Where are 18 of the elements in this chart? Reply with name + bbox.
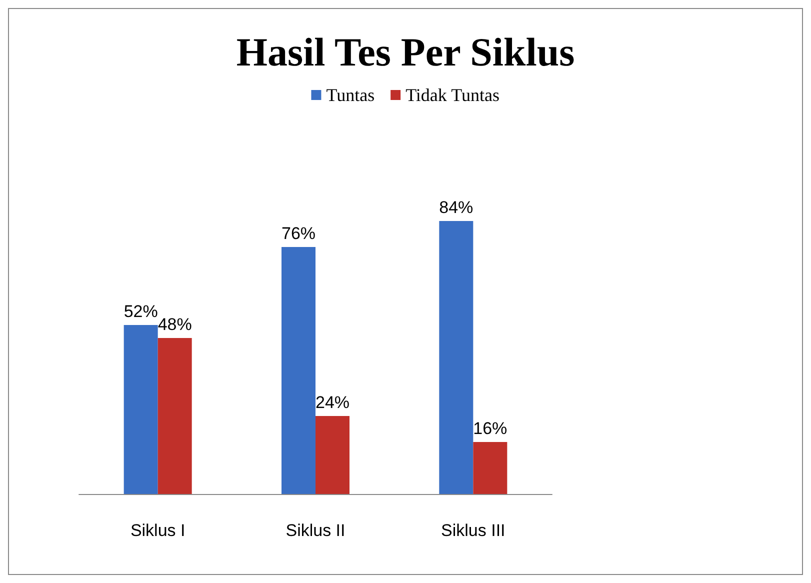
legend-label: Tuntas xyxy=(326,85,375,105)
legend-label: Tidak Tuntas xyxy=(406,85,500,105)
bar xyxy=(158,338,192,494)
data-label: 16% xyxy=(473,419,508,438)
chart-title: Hasil Tes Per Siklus xyxy=(236,30,575,74)
bar xyxy=(124,325,158,494)
x-tick-label: Siklus II xyxy=(286,521,346,540)
bar xyxy=(316,416,350,494)
bar xyxy=(282,247,316,494)
data-label: 76% xyxy=(281,224,316,243)
data-label: 52% xyxy=(124,302,158,321)
bar xyxy=(439,221,474,494)
bar xyxy=(473,442,508,494)
data-label: 24% xyxy=(315,393,350,412)
x-tick-label: Siklus I xyxy=(130,521,186,540)
x-tick-label: Siklus III xyxy=(441,521,506,540)
data-label: 84% xyxy=(439,198,474,217)
data-label: 48% xyxy=(158,315,192,334)
